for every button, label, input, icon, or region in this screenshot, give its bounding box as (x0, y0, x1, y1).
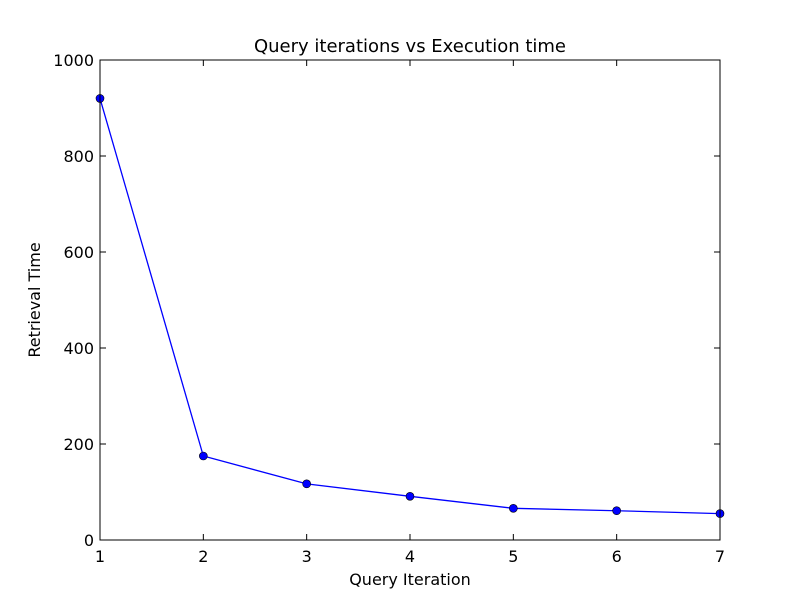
data-point (612, 506, 621, 516)
y-tick-label: 0 (84, 531, 94, 550)
x-tick-label: 4 (405, 547, 415, 566)
plot-area: 1 2 3 4 5 6 7 0 200 400 600 800 1000 (53, 51, 725, 566)
chart-title: Query iterations vs Execution time (254, 36, 566, 57)
y-tick-label: 800 (63, 147, 94, 166)
y-tick-label: 1000 (53, 51, 94, 70)
data-point (509, 504, 518, 513)
y-tick-label: 600 (63, 243, 94, 262)
x-tick-label: 1 (95, 547, 105, 566)
y-tick-label: 400 (63, 339, 94, 358)
y-tick-label: 200 (63, 435, 94, 454)
x-tick-label: 2 (198, 547, 208, 566)
plot-frame (99, 59, 721, 541)
x-tick-label: 7 (715, 547, 725, 566)
data-point (302, 479, 311, 489)
x-tick-label: 5 (508, 547, 518, 566)
data-point (405, 492, 415, 501)
y-axis-label: Retrieval Time (25, 242, 44, 357)
x-axis-label: Query Iteration (349, 570, 471, 589)
x-tick-label: 3 (302, 547, 312, 566)
data-point (199, 451, 208, 461)
x-tick-label: 6 (612, 547, 622, 566)
